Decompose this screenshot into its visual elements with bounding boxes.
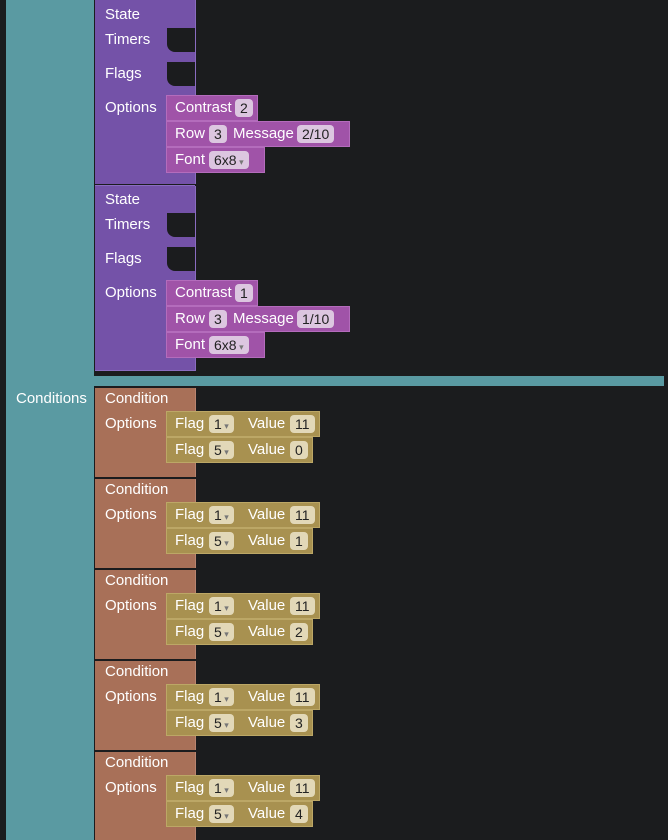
outer-block-left-rail[interactable] (6, 0, 94, 840)
font-label: Font (175, 336, 206, 353)
flags-slot-2 (167, 247, 195, 271)
message-value-field[interactable]: 2/10 (297, 125, 335, 143)
flag-label: Flag (175, 597, 205, 614)
flag-dropdown[interactable]: 5 (209, 623, 234, 641)
flag-value-block[interactable] (166, 528, 313, 554)
value-field[interactable]: 3 (290, 714, 308, 732)
flag-label: Flag (175, 532, 205, 549)
row-value-field[interactable]: 3 (209, 125, 227, 143)
flag-label: Flag (175, 506, 205, 523)
conditions-connector-bar (94, 376, 664, 386)
font-dropdown[interactable]: 6x8 (209, 336, 249, 354)
value-field[interactable]: 11 (290, 688, 315, 706)
options-label: Options (105, 284, 157, 301)
flag-dropdown[interactable]: 1 (209, 506, 234, 524)
value-field[interactable]: 1 (290, 532, 308, 550)
value-label: Value (248, 714, 286, 731)
condition-title: Condition (105, 390, 169, 407)
row-value-field[interactable]: 3 (209, 310, 227, 328)
value-label: Value (248, 623, 286, 640)
value-label: Value (248, 415, 286, 432)
contrast-value-field[interactable]: 1 (235, 284, 253, 302)
flags-label: Flags (105, 250, 142, 267)
flag-label: Flag (175, 779, 205, 796)
options-label: Options (105, 99, 157, 116)
flag-value-block[interactable] (166, 619, 313, 645)
state-label: State (105, 191, 141, 208)
value-field[interactable]: 11 (290, 506, 315, 524)
value-label: Value (248, 532, 286, 549)
condition-title: Condition (105, 754, 169, 771)
state-divider (95, 185, 195, 186)
row-label: Row (175, 125, 206, 142)
font-label: Font (175, 151, 206, 168)
flag-label: Flag (175, 441, 205, 458)
value-label: Value (248, 597, 286, 614)
value-field[interactable]: 0 (290, 441, 308, 459)
value-label: Value (248, 441, 286, 458)
value-field[interactable]: 11 (290, 597, 315, 615)
flag-dropdown[interactable]: 1 (209, 779, 234, 797)
flag-label: Flag (175, 415, 205, 432)
message-value-field[interactable]: 1/10 (297, 310, 335, 328)
condition-options-label: Options (105, 506, 157, 523)
timers-slot-1 (167, 28, 195, 52)
value-field[interactable]: 11 (290, 779, 315, 797)
contrast-label: Contrast (175, 284, 232, 301)
font-dropdown[interactable]: 6x8 (209, 151, 249, 169)
value-field[interactable]: 2 (290, 623, 308, 641)
value-field[interactable]: 11 (290, 415, 315, 433)
value-label: Value (248, 506, 286, 523)
flag-dropdown[interactable]: 5 (209, 805, 234, 823)
flag-label: Flag (175, 805, 205, 822)
flag-dropdown[interactable]: 1 (209, 415, 234, 433)
flag-dropdown[interactable]: 1 (209, 688, 234, 706)
condition-title: Condition (105, 663, 169, 680)
value-field[interactable]: 4 (290, 805, 308, 823)
message-label: Message (233, 310, 294, 327)
flag-dropdown[interactable]: 5 (209, 441, 234, 459)
timers-slot-2 (167, 213, 195, 237)
timers-label: Timers (105, 216, 151, 233)
state-label: State (105, 6, 141, 23)
conditions-section-label: Conditions (16, 390, 87, 407)
value-label: Value (248, 779, 286, 796)
flag-dropdown[interactable]: 1 (209, 597, 234, 615)
flag-dropdown[interactable]: 5 (209, 714, 234, 732)
value-label: Value (248, 688, 286, 705)
row-label: Row (175, 310, 206, 327)
timers-label: Timers (105, 31, 151, 48)
flag-value-block[interactable] (166, 801, 313, 827)
condition-title: Condition (105, 481, 169, 498)
condition-title: Condition (105, 572, 169, 589)
flag-value-block[interactable] (166, 437, 313, 463)
flags-slot-1 (167, 62, 195, 86)
flag-label: Flag (175, 688, 205, 705)
contrast-label: Contrast (175, 99, 232, 116)
condition-options-label: Options (105, 688, 157, 705)
condition-options-label: Options (105, 415, 157, 432)
flag-label: Flag (175, 623, 205, 640)
flag-dropdown[interactable]: 5 (209, 532, 234, 550)
flags-label: Flags (105, 65, 142, 82)
message-label: Message (233, 125, 294, 142)
contrast-value-field[interactable]: 2 (235, 99, 253, 117)
condition-options-label: Options (105, 597, 157, 614)
flag-label: Flag (175, 714, 205, 731)
condition-options-label: Options (105, 779, 157, 796)
flag-value-block[interactable] (166, 710, 313, 736)
value-label: Value (248, 805, 286, 822)
